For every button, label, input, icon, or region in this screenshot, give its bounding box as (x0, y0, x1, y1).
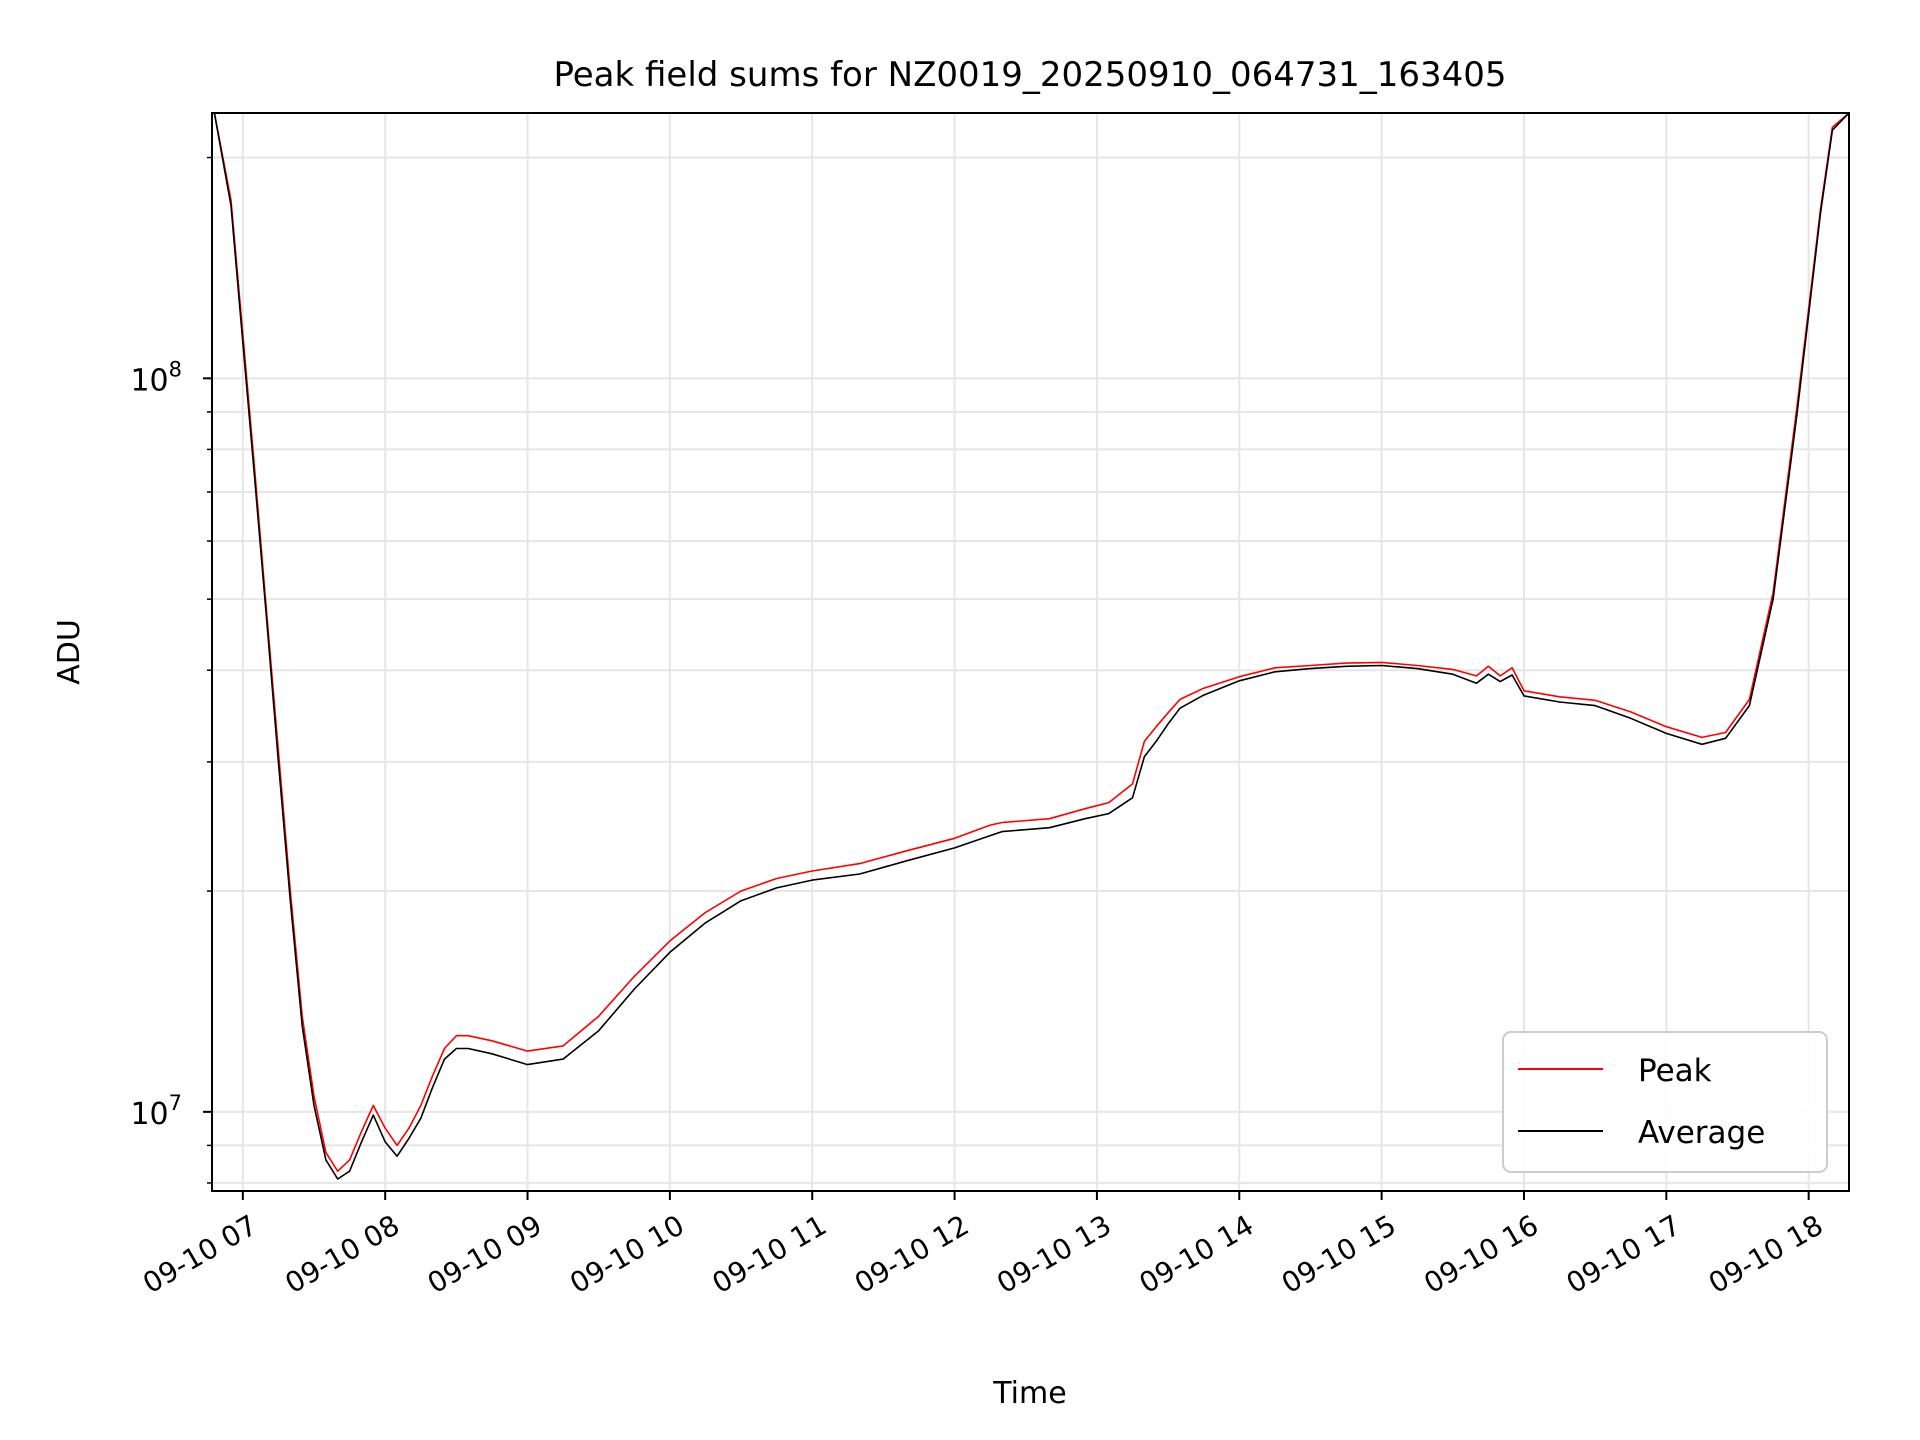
x-tick-label: 09-10 13 (991, 1208, 1117, 1300)
plot-frame (211, 112, 1850, 1192)
legend-label-average: Average (1638, 1115, 1765, 1151)
grid (212, 113, 1849, 1191)
y-axis-label: ADU (52, 619, 87, 685)
x-tick-label: 09-10 11 (707, 1208, 833, 1300)
legend-box (1502, 1031, 1828, 1173)
series-line-peak (213, 113, 1849, 1172)
chart-title: Peak field sums for NZ0019_20250910_0647… (553, 55, 1506, 95)
legend-label-peak: Peak (1638, 1053, 1712, 1089)
x-tick-label: 09-10 09 (422, 1208, 548, 1300)
x-tick-label: 09-10 07 (137, 1208, 263, 1300)
x-axis: 09-10 07 09-10 08 09-10 09 09-10 10 09-10 11… (137, 1191, 1829, 1300)
x-tick-label: 09-10 12 (849, 1208, 975, 1300)
x-tick-label: 09-10 08 (280, 1208, 406, 1300)
x-axis-label: Time (992, 1376, 1066, 1411)
y-axis: 107 108 (130, 156, 212, 1184)
x-tick-label: 09-10 15 (1276, 1208, 1402, 1300)
y-tick-label: 107 (130, 1091, 182, 1132)
x-tick-label: 09-10 14 (1134, 1208, 1260, 1300)
series-line-average (213, 113, 1849, 1180)
legend: Peak Average (1502, 1031, 1828, 1173)
y-tick-label: 108 (130, 357, 182, 398)
x-tick-label: 09-10 16 (1418, 1208, 1544, 1300)
series-layer (213, 113, 1849, 1180)
x-tick-label: 09-10 10 (564, 1208, 690, 1300)
x-tick-label: 09-10 17 (1561, 1208, 1687, 1300)
x-tick-label: 09-10 18 (1703, 1208, 1829, 1300)
